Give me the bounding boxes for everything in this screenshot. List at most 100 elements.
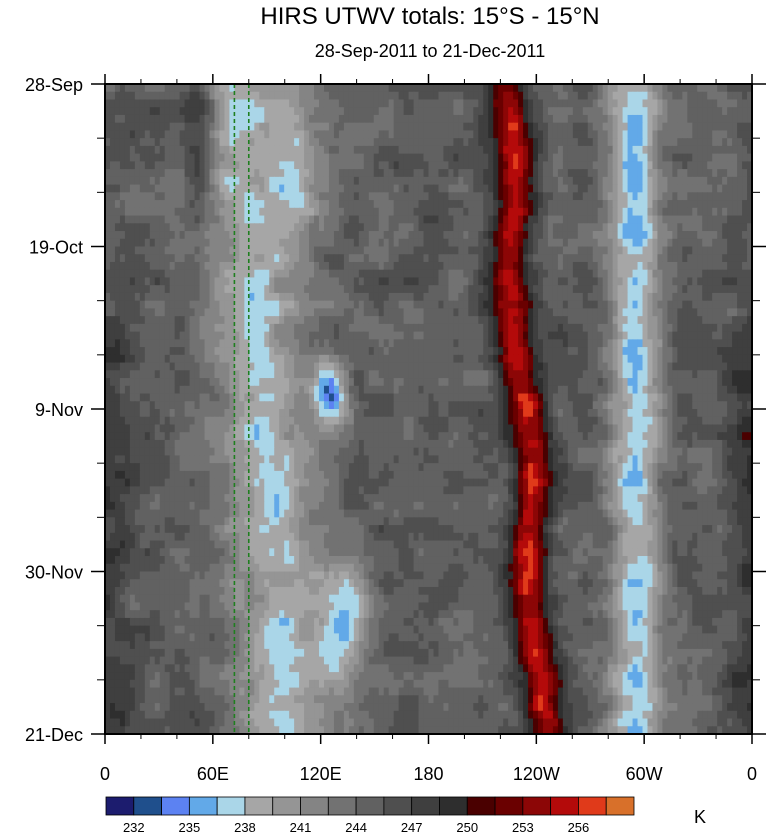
heatmap-cell xyxy=(224,200,231,209)
heatmap-cell xyxy=(747,161,752,170)
heatmap-cell xyxy=(129,231,136,240)
heatmap-cell xyxy=(284,285,290,294)
heatmap-cell xyxy=(498,184,504,193)
heatmap-cell xyxy=(647,323,654,333)
heatmap-cell xyxy=(149,231,156,240)
heatmap-cell xyxy=(105,215,111,224)
heatmap-cell xyxy=(124,277,131,286)
heatmap-cell xyxy=(154,261,161,271)
heatmap-cell xyxy=(393,285,400,294)
heatmap-cell xyxy=(209,176,216,186)
heatmap-cell xyxy=(398,269,405,279)
heatmap-cell xyxy=(473,207,479,217)
heatmap-cell xyxy=(562,347,569,356)
heatmap-cell xyxy=(612,223,619,232)
heatmap-cell xyxy=(378,84,385,93)
heatmap-cell xyxy=(697,331,703,340)
heatmap-cell xyxy=(219,153,226,162)
heatmap-cell xyxy=(717,316,723,325)
heatmap-cell xyxy=(617,114,624,124)
heatmap-cell xyxy=(483,107,489,116)
heatmap-cell xyxy=(388,316,395,325)
heatmap-cell xyxy=(533,261,539,271)
heatmap-cell xyxy=(109,200,116,209)
heatmap-cell xyxy=(338,192,345,201)
heatmap-cell xyxy=(747,91,752,101)
heatmap-cell xyxy=(677,91,683,101)
heatmap-cell xyxy=(388,285,395,294)
heatmap-cell xyxy=(587,285,594,294)
heatmap-cell xyxy=(408,370,415,379)
heatmap-cell xyxy=(314,254,320,263)
heatmap-cell xyxy=(134,370,141,379)
heatmap-cell xyxy=(398,200,405,209)
heatmap-cell xyxy=(528,138,534,147)
heatmap-cell xyxy=(139,223,146,232)
heatmap-cell xyxy=(493,223,499,232)
heatmap-cell xyxy=(508,169,514,178)
heatmap-cell xyxy=(279,339,285,348)
heatmap-cell xyxy=(109,378,116,387)
heatmap-cell xyxy=(587,246,594,255)
heatmap-cell xyxy=(483,84,489,93)
heatmap-cell xyxy=(179,316,186,325)
heatmap-cell xyxy=(254,300,260,310)
heatmap-cell xyxy=(682,362,688,371)
heatmap-cell xyxy=(319,347,325,356)
heatmap-cell xyxy=(269,378,275,387)
heatmap-cell xyxy=(154,153,161,162)
heatmap-cell xyxy=(438,246,445,255)
heatmap-cell xyxy=(742,231,748,240)
heatmap-cell xyxy=(478,347,484,356)
heatmap-cell xyxy=(229,285,235,294)
heatmap-cell xyxy=(214,292,221,302)
heatmap-cell xyxy=(105,269,111,279)
heatmap-cell xyxy=(129,184,136,193)
heatmap-cell xyxy=(234,231,240,240)
heatmap-cell xyxy=(702,354,708,364)
heatmap-cell xyxy=(537,223,544,232)
heatmap-cell xyxy=(483,231,489,240)
heatmap-cell xyxy=(652,130,659,139)
heatmap-cell xyxy=(323,285,330,294)
heatmap-cell xyxy=(458,99,464,108)
heatmap-cell xyxy=(299,269,305,279)
heatmap-cell xyxy=(204,378,211,387)
heatmap-cell xyxy=(109,354,116,364)
heatmap-cell xyxy=(398,331,405,340)
heatmap-cell xyxy=(164,300,171,310)
heatmap-cell xyxy=(528,215,534,224)
heatmap-cell xyxy=(423,316,430,325)
heatmap-cell xyxy=(428,277,435,286)
heatmap-cell xyxy=(622,176,629,186)
heatmap-cell xyxy=(234,292,240,302)
heatmap-cell xyxy=(687,292,693,302)
heatmap-cell xyxy=(542,161,549,170)
heatmap-cell xyxy=(717,223,723,232)
heatmap-cell xyxy=(642,323,649,333)
heatmap-cell xyxy=(119,184,126,193)
heatmap-cell xyxy=(234,254,240,263)
heatmap-cell xyxy=(363,215,370,224)
heatmap-cell xyxy=(493,316,499,325)
heatmap-cell xyxy=(119,200,126,209)
heatmap-cell xyxy=(687,269,693,279)
heatmap-cell xyxy=(105,223,111,232)
heatmap-cell xyxy=(124,153,131,162)
heatmap-cell xyxy=(488,231,494,240)
heatmap-cell xyxy=(523,300,529,310)
heatmap-cell xyxy=(254,215,260,224)
heatmap-cell xyxy=(383,84,390,93)
heatmap-cell xyxy=(259,300,265,310)
heatmap-cell xyxy=(149,347,156,356)
heatmap-cell xyxy=(328,215,335,224)
heatmap-cell xyxy=(657,200,664,209)
heatmap-cell xyxy=(687,223,693,232)
heatmap-cell xyxy=(662,138,668,147)
heatmap-cell xyxy=(294,130,300,139)
heatmap-cell xyxy=(274,161,280,170)
heatmap-cell xyxy=(179,231,186,240)
heatmap-cell xyxy=(249,370,255,379)
heatmap-cell xyxy=(348,316,355,325)
heatmap-cell xyxy=(264,261,270,271)
